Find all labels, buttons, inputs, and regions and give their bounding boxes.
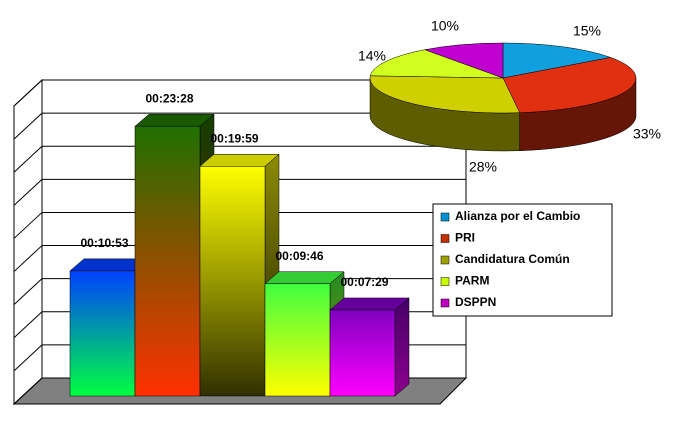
data-label: 00:07:29 — [340, 275, 388, 289]
legend-swatch — [440, 234, 450, 243]
legend-swatch — [440, 212, 450, 222]
pie-slice — [369, 49, 504, 79]
legend-box — [432, 203, 613, 317]
pie-slice — [423, 42, 504, 79]
grid-line — [13, 178, 43, 206]
left-wall — [13, 78, 43, 406]
data-label: 33% — [633, 126, 661, 142]
data-label: 14% — [358, 48, 386, 64]
legend-swatch — [440, 298, 450, 308]
grid-line — [13, 311, 43, 339]
bar — [69, 270, 136, 397]
data-label: 00:09:46 — [275, 249, 323, 263]
pie-slice — [502, 42, 612, 79]
data-label: 00:10:53 — [80, 236, 128, 250]
bar-top — [199, 154, 280, 167]
pie-slice — [502, 57, 637, 113]
grid-line — [13, 278, 43, 306]
legend-label: PRI — [455, 231, 475, 245]
bar — [264, 283, 331, 397]
grid-line — [13, 245, 43, 272]
bar — [329, 309, 396, 397]
data-label: 00:19:59 — [210, 131, 258, 145]
bar-top — [134, 113, 215, 127]
grid-line — [13, 112, 43, 140]
grid-line — [13, 344, 43, 372]
legend-swatch — [440, 255, 450, 265]
bar-top — [329, 297, 410, 311]
data-label: 28% — [469, 159, 497, 175]
grid-line — [13, 212, 43, 239]
bar-side — [394, 297, 410, 397]
data-label: 15% — [573, 23, 601, 39]
pie-slice — [369, 75, 521, 114]
data-label: 10% — [431, 18, 459, 34]
legend-label: DSPPN — [455, 295, 496, 309]
grid-line — [13, 377, 43, 405]
legend-label: Candidatura Común — [455, 252, 570, 266]
bar — [134, 125, 201, 397]
grid-line — [13, 145, 43, 173]
bar-top — [264, 271, 345, 284]
legend-swatch — [440, 277, 450, 286]
data-label: 00:23:28 — [145, 91, 193, 105]
bar — [199, 166, 266, 397]
legend-label: PARM — [455, 274, 489, 288]
legend-label: Alianza por el Cambio — [455, 209, 580, 223]
grid-line — [13, 79, 43, 107]
